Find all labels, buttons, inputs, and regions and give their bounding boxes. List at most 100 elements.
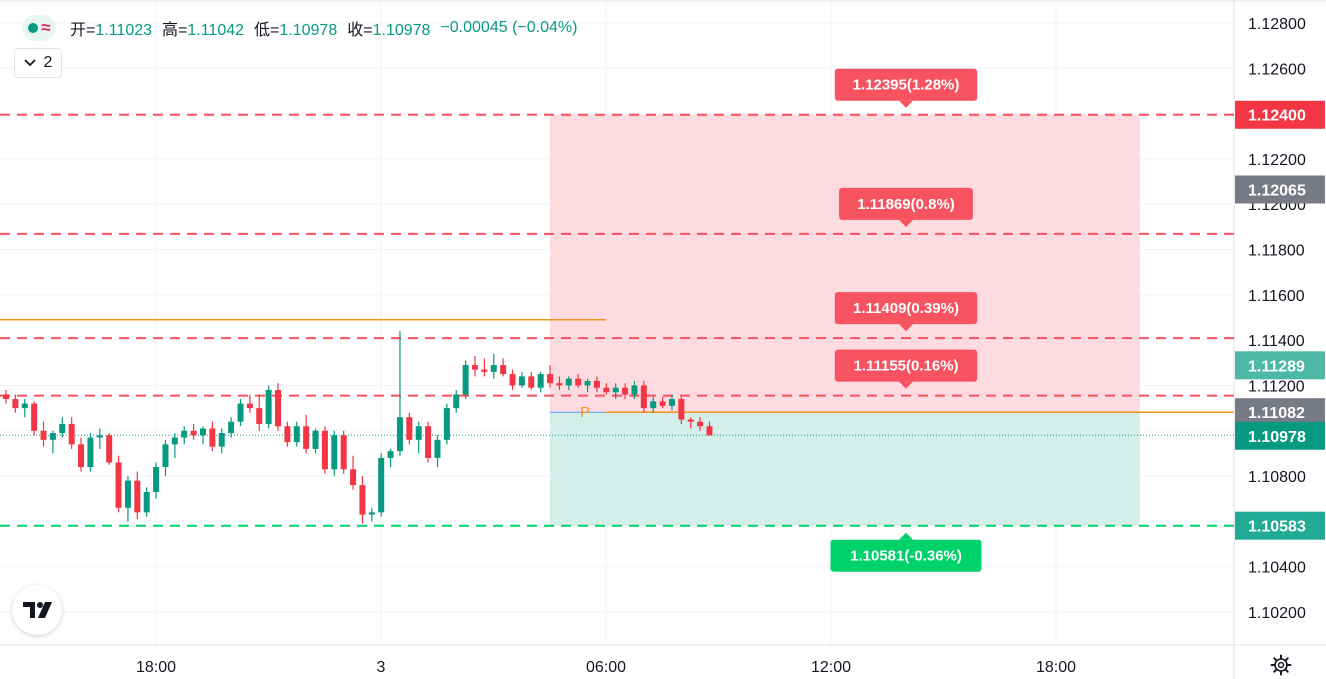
candle-body — [650, 401, 657, 409]
time-tick-label: 12:00 — [811, 659, 851, 676]
candle-body — [406, 417, 413, 440]
candle-body — [115, 462, 122, 508]
candle-body — [415, 426, 422, 440]
price-tag-bg — [1235, 100, 1325, 129]
indicator-count: 2 — [43, 54, 53, 71]
candle-body — [153, 467, 160, 492]
level-labels: 1.12395(1.28%) 1.11869(0.8%) 1.11409(0.39%… — [830, 68, 982, 572]
candle-body — [312, 430, 319, 449]
candle-body — [124, 480, 131, 508]
level-label: 1.12395(1.28%) — [853, 77, 960, 94]
candle-body — [631, 385, 638, 395]
candle-body — [396, 417, 403, 452]
price-tick-label: 1.12600 — [1248, 61, 1306, 78]
candle-body — [481, 369, 488, 372]
candle-body — [378, 457, 385, 513]
price-tag: 1.10583 — [1248, 519, 1306, 536]
candle-body — [3, 394, 9, 400]
candle-body — [490, 365, 497, 372]
ohlc-change: −0.00045 (−0.04%) — [440, 19, 578, 36]
tradingview-logo-icon[interactable] — [12, 585, 62, 635]
price-tag: 1.11082 — [1248, 405, 1305, 422]
candle-body — [218, 433, 225, 447]
candle-body — [31, 403, 38, 431]
candle-body — [199, 428, 206, 436]
candle-body — [575, 378, 582, 386]
candle-body — [190, 430, 197, 436]
time-axis[interactable]: 18:00 3 06:00 12:00 18:00 — [136, 659, 1076, 676]
candle-body — [565, 378, 572, 386]
candle-body — [293, 426, 300, 443]
price-tick-label: 1.10200 — [1248, 605, 1306, 622]
candle-body — [21, 403, 28, 409]
candle-body — [181, 430, 188, 438]
candle-body — [303, 426, 310, 449]
candle-body — [78, 444, 85, 468]
price-tick-label: 1.11600 — [1248, 288, 1305, 305]
candle-body — [246, 403, 253, 409]
candle-body — [640, 385, 647, 409]
price-tag: 1.12065 — [1248, 183, 1306, 200]
time-tick-label: 3 — [377, 659, 386, 676]
candle-body — [603, 387, 610, 393]
candle-body — [265, 389, 272, 424]
level-label: 1.11869(0.8%) — [857, 196, 955, 213]
time-tick-label: 18:00 — [136, 659, 176, 676]
candle-body — [434, 439, 441, 458]
candle-body — [678, 399, 685, 420]
chevron-down-icon — [23, 56, 36, 70]
candle-body — [143, 491, 150, 513]
candle-body — [368, 512, 375, 515]
candle-body — [49, 433, 56, 440]
indicators-toggle-button[interactable]: 2 — [14, 48, 62, 78]
candle-body — [687, 419, 694, 422]
entry-marker: P — [580, 404, 590, 421]
candle-body — [275, 389, 282, 427]
price-tag-bg — [1235, 421, 1325, 450]
candlestick-series[interactable] — [3, 331, 713, 524]
candle-body — [106, 435, 113, 463]
price-tag-bg — [1235, 511, 1325, 540]
candle-body — [340, 435, 347, 470]
candle-body — [556, 383, 563, 386]
candle-body — [68, 423, 75, 445]
candle-body — [134, 480, 141, 513]
price-tick-label: 1.11200 — [1248, 378, 1305, 395]
candle-body — [537, 374, 544, 388]
price-tick-label: 1.12200 — [1248, 152, 1306, 169]
candle-body — [472, 365, 478, 370]
candle-body — [87, 437, 94, 468]
candle-body — [462, 365, 469, 395]
gear-icon[interactable] — [1269, 653, 1293, 677]
candle-body — [668, 399, 675, 406]
level-label-pointer — [899, 381, 913, 389]
price-tick-label: 1.11800 — [1248, 243, 1305, 260]
candle-body — [659, 401, 666, 406]
candle-body — [171, 437, 178, 445]
candle-body — [453, 394, 460, 409]
market-status-icon[interactable]: ≈ — [22, 15, 56, 41]
price-levels: P — [0, 113, 1234, 527]
price-tag-bg — [1235, 398, 1325, 427]
candle-body — [40, 430, 47, 440]
candle-body — [12, 399, 19, 409]
price-tick-label: 1.10400 — [1248, 560, 1306, 577]
ohlc-legend: ≈ 开=1.11023 高=1.11042 低=1.10978 收=1.1097… — [22, 14, 577, 42]
candle-body — [256, 408, 263, 424]
price-axis[interactable]: 1.128001.126001.124001.122001.120001.118… — [1235, 16, 1325, 622]
price-tag-bg — [1235, 351, 1325, 380]
ohlc-high: 高=1.11042 — [162, 22, 245, 39]
candle-body — [518, 376, 525, 386]
price-tag: 1.10978 — [1248, 429, 1306, 446]
candle-body — [593, 380, 600, 388]
candle-body — [547, 374, 554, 384]
candle-body — [387, 451, 394, 458]
candle-body — [500, 365, 507, 375]
candle-body — [443, 408, 450, 440]
candle-body — [321, 430, 328, 470]
level-label-box — [834, 349, 978, 382]
candle-body — [228, 421, 235, 434]
level-label-pointer — [899, 100, 913, 108]
candle-body — [425, 426, 432, 458]
